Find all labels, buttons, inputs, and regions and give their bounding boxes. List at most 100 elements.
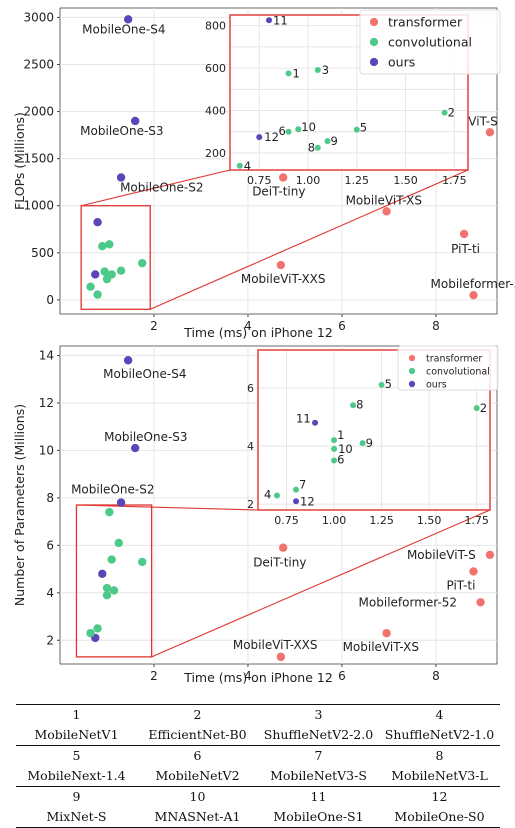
- inset-point-number: 10: [301, 120, 316, 134]
- model-name: MobileNetV3-S: [258, 765, 379, 787]
- inset-y-tick-label: 400: [205, 105, 226, 118]
- convolutional-inset-point: [378, 381, 385, 388]
- point-label: MobileViT-XXS: [233, 638, 318, 652]
- transformer-point: [382, 207, 391, 216]
- ours-point: [91, 270, 100, 279]
- inset-point-number: 12: [264, 130, 279, 144]
- ours-legend-label: ours: [388, 55, 415, 70]
- y-tick-label: 8: [46, 491, 54, 505]
- inset-point-number: 6: [337, 453, 344, 467]
- transformer-point: [485, 128, 495, 137]
- convolutional-legend-marker: [408, 367, 416, 375]
- y-tick-label: 3000: [23, 10, 54, 24]
- convolutional-point: [100, 267, 109, 276]
- convolutional-point: [107, 555, 116, 564]
- inset-y-tick-label: 600: [205, 62, 226, 75]
- panel2-x-axis-label: Time (ms) on iPhone 12: [183, 670, 333, 685]
- inset-point-number: 5: [385, 377, 392, 391]
- y-tick-label: 2500: [23, 57, 54, 71]
- model-name: MobileNetV3-L: [379, 765, 500, 787]
- x-tick-label: 8: [432, 669, 440, 683]
- x-tick-label: 2: [150, 319, 158, 333]
- inset-point-number: 9: [331, 134, 338, 148]
- convolutional-point: [138, 557, 147, 567]
- y-tick-label: 14: [39, 348, 54, 362]
- convolutional-point: [102, 590, 112, 600]
- convolutional-point: [138, 258, 147, 268]
- model-number: 12: [431, 789, 448, 804]
- ours-legend-label: ours: [426, 379, 447, 390]
- model-name: MobileNetV2: [137, 765, 258, 787]
- panel2-inset-frame: [257, 349, 491, 511]
- transformer-point: [476, 598, 485, 607]
- point-label: PiT-ti: [447, 578, 476, 592]
- y-tick-label: 500: [31, 246, 54, 260]
- convolutional-inset-point: [314, 144, 321, 151]
- point-label: MobileOne-S4: [82, 22, 165, 36]
- ours-point: [123, 356, 133, 365]
- x-tick-label: 6: [338, 319, 346, 333]
- point-label: MobileViT-XS: [346, 193, 422, 207]
- model-number: 2: [137, 704, 258, 724]
- panel1-zoom-connector: [149, 169, 469, 310]
- y-tick-label: 0: [46, 293, 54, 307]
- inset-y-tick-label: 800: [205, 20, 226, 33]
- inset-x-tick-label: 1.00: [296, 174, 321, 187]
- convolutional-point: [105, 507, 114, 517]
- convolutional-point: [116, 266, 126, 275]
- table-number-row: 5 6 7 8: [16, 746, 500, 766]
- transformer-point: [485, 550, 495, 560]
- inset-x-tick-label: 1.00: [322, 514, 347, 527]
- point-label: Mobileformer-52: [431, 277, 515, 291]
- inset-point-number: 1: [293, 66, 300, 80]
- convolutional-inset-point: [331, 457, 338, 464]
- table-name-row: MobileNext-1.4 MobileNetV2 MobileNetV3-S…: [16, 765, 500, 787]
- inset-x-tick-label: 0.75: [274, 514, 299, 527]
- convolutional-inset-point: [236, 162, 243, 169]
- point-label: MobileViT-XS: [343, 640, 419, 654]
- panel1-x-axis-label: Time (ms) on iPhone 12: [183, 325, 333, 340]
- ours-inset-point: [256, 134, 263, 141]
- model-index-table: 1 2 3 4 MobileNetV1 EfficientNet-B0 Shuf…: [16, 704, 500, 828]
- convolutional-point: [102, 583, 112, 593]
- convolutional-inset-point: [441, 109, 448, 116]
- transformer-point: [276, 260, 286, 270]
- y-tick-label: 10: [39, 443, 54, 457]
- point-label: MobileOne-S2: [120, 180, 203, 194]
- point-label: DeiT-tiny: [253, 556, 306, 570]
- model-number: 8: [435, 748, 444, 763]
- inset-y-tick-label: 6: [247, 382, 254, 395]
- inset-point-number: 11: [273, 13, 288, 27]
- y-tick-label: 12: [39, 396, 54, 410]
- point-label: PiT-ti: [451, 242, 480, 256]
- convolutional-point: [114, 538, 123, 548]
- model-name: MobileOne-S1: [258, 806, 379, 828]
- panel2-zoom-connector: [76, 504, 259, 511]
- ours-legend-marker: [369, 57, 379, 67]
- inset-point-number: 2: [480, 401, 487, 415]
- point-label: DeiT-tiny: [252, 184, 305, 198]
- panel1-chart: 2 4 6 8 0 500 1000 1500 2000 2500 3000 Time (ms) on…: [12, 7, 515, 340]
- inset-point-number: 3: [322, 63, 329, 77]
- inset-point-number: 1: [337, 428, 344, 442]
- x-tick-label: 2: [150, 669, 158, 683]
- panel2-zoom-connector: [151, 509, 491, 658]
- y-tick-label: 1500: [23, 152, 54, 166]
- inset-x-tick-label: 1.50: [393, 174, 418, 187]
- table-number-row: 9 10 11 12: [16, 787, 500, 807]
- convolutional-inset-point: [324, 138, 331, 145]
- point-label: Mobileformer-52: [359, 595, 458, 609]
- model-number: 6: [193, 748, 202, 763]
- transformer-point: [382, 628, 391, 638]
- convolutional-point: [86, 282, 95, 291]
- inset-point-number: 8: [308, 141, 315, 155]
- point-label: MobileOne-S3: [104, 430, 187, 444]
- convolutional-point: [102, 274, 112, 284]
- point-label: MobileViT-XXS: [241, 272, 326, 286]
- ours-point: [116, 173, 126, 182]
- x-tick-label: 8: [432, 319, 440, 333]
- convolutional-legend-label: convolutional: [426, 366, 490, 377]
- model-number: 10: [189, 789, 206, 804]
- ours-legend-marker: [408, 380, 416, 388]
- convolutional-point: [93, 624, 102, 633]
